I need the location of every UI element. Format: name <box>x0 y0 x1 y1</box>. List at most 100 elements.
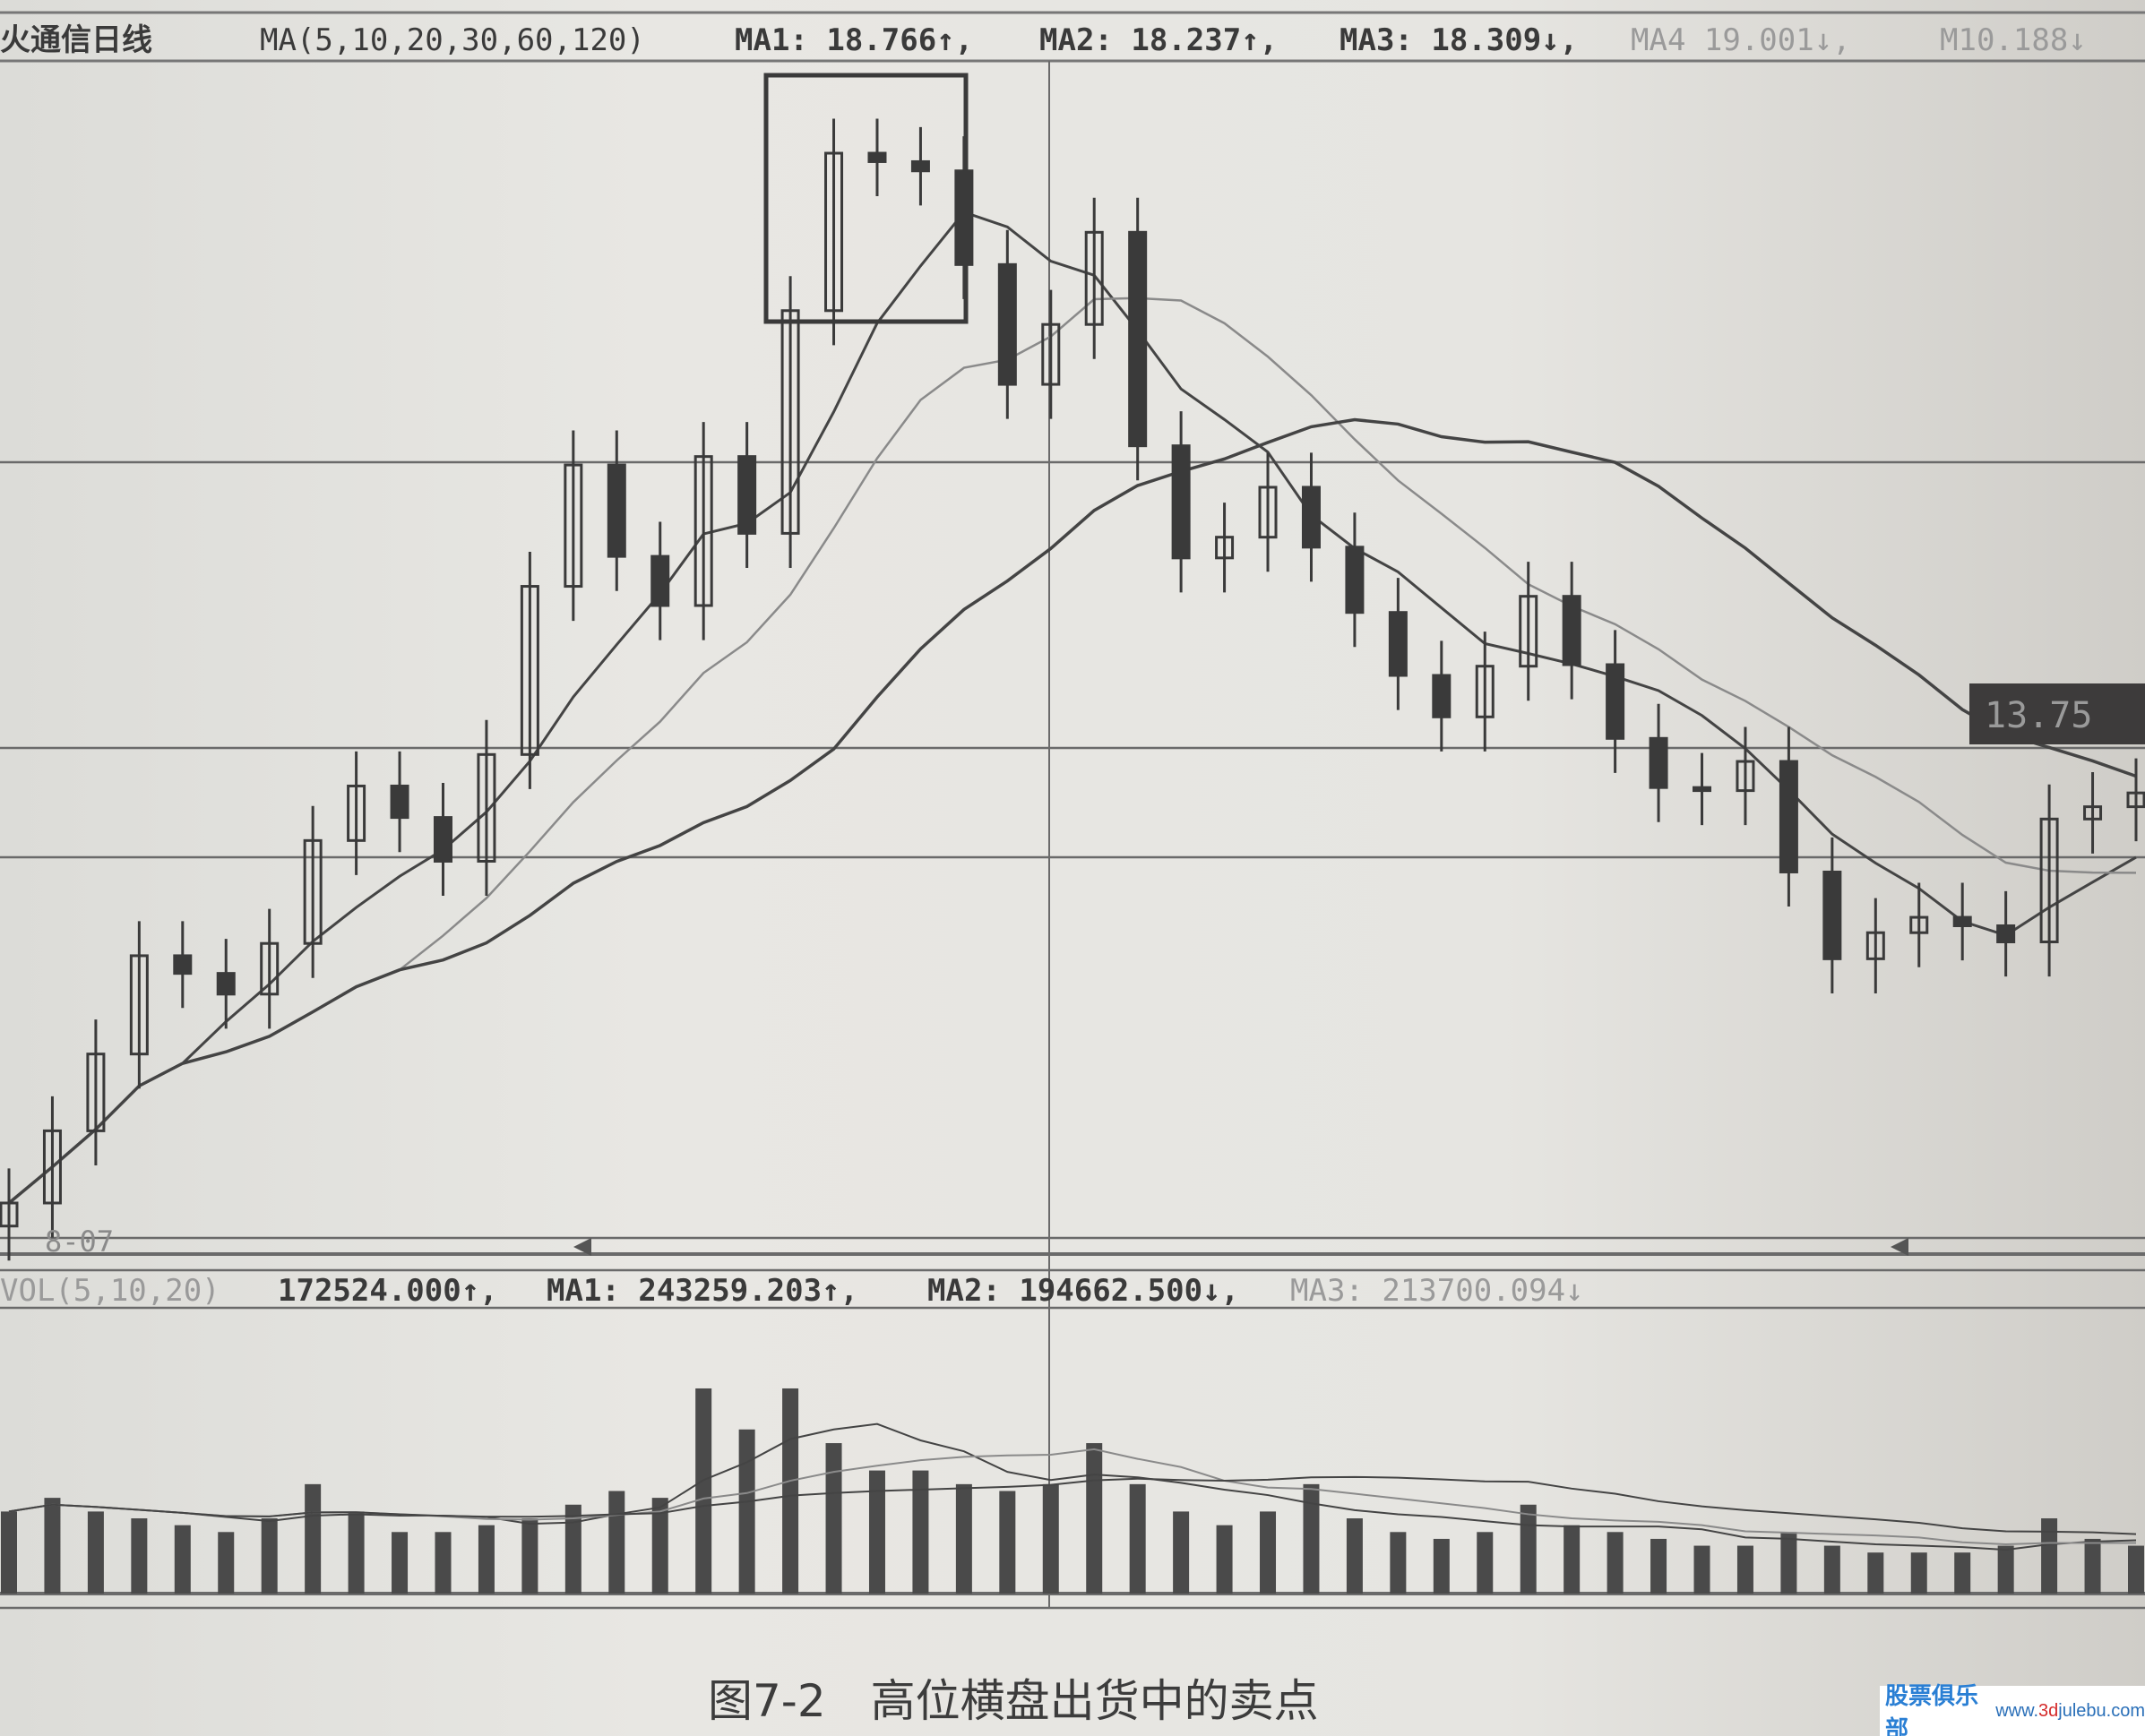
candle-body <box>1084 230 1104 326</box>
vol-ma5-line <box>8 1422 2137 1551</box>
ma1-value: MA1: 18.766↑, <box>735 22 973 58</box>
volume-ma-lines <box>8 1422 2137 1551</box>
volume-bar <box>1303 1483 1320 1594</box>
highlight-box <box>763 73 969 324</box>
volume-bar <box>1520 1504 1537 1594</box>
candle-body <box>607 463 626 558</box>
candle-body <box>997 262 1017 386</box>
volume-bar <box>1216 1525 1233 1594</box>
volume-bar <box>1390 1532 1407 1594</box>
volume-bar <box>608 1491 625 1594</box>
scroll-left-arrow-icon[interactable] <box>573 1238 591 1256</box>
volume-bar <box>1693 1545 1710 1594</box>
candle-body <box>650 554 670 607</box>
candle-body <box>216 972 236 996</box>
volume-bar <box>1910 1552 1927 1594</box>
candle-body <box>2039 817 2059 943</box>
candle-body <box>303 838 323 945</box>
figure-caption: 图7-2 高位横盘出货中的卖点 <box>708 1675 1319 1727</box>
candle-body <box>564 463 583 589</box>
volume-bar <box>1433 1538 1450 1594</box>
candle-body <box>1128 230 1148 448</box>
volume-bar <box>651 1498 668 1594</box>
candle-body <box>1996 924 2016 943</box>
candlesticks <box>0 118 2145 1261</box>
candle-body <box>0 1201 19 1228</box>
volume-bar <box>1346 1518 1363 1594</box>
volume-bar <box>478 1525 495 1594</box>
ma4-value: MA4 19.001↓, <box>1631 22 1851 58</box>
candle-body <box>867 151 887 163</box>
volume-ma3: MA3: 213700.094↓ <box>1290 1273 1584 1309</box>
volume-bar <box>1042 1483 1059 1594</box>
candle-body <box>433 816 452 863</box>
date-label: 8-07 <box>45 1225 114 1259</box>
volume-bar <box>2041 1518 2058 1594</box>
scroll-left-arrow-icon[interactable] <box>1891 1238 1908 1256</box>
volume-bar <box>1997 1545 2014 1594</box>
volume-bar <box>521 1518 538 1594</box>
candle-body <box>1952 915 1972 927</box>
ma5-line <box>8 211 2137 1205</box>
url-part: 3d <box>2038 1700 2059 1721</box>
price-grid <box>0 61 2145 1610</box>
candle-body <box>1779 760 1798 873</box>
volume-bar <box>825 1443 842 1594</box>
volume-bar <box>1607 1532 1624 1594</box>
candle-body <box>910 159 930 173</box>
volume-bar <box>392 1532 409 1594</box>
volume-bar <box>348 1511 365 1594</box>
volume-ma2: MA2: 194662.500↓, <box>927 1273 1239 1309</box>
candle-body <box>1301 486 1321 549</box>
price-label: 13.75 <box>1985 695 2092 736</box>
volume-bar <box>782 1388 799 1594</box>
volume-bar <box>999 1491 1016 1594</box>
volume-bar <box>1954 1552 1971 1594</box>
volume-bar <box>1129 1483 1146 1594</box>
ma5-value: M10.188↓ <box>1940 22 2087 58</box>
watermark-logo: 股票俱乐部 <box>1885 1682 1979 1736</box>
candle-body <box>1736 760 1755 793</box>
volume-bar <box>1736 1545 1753 1594</box>
candle-body <box>1258 486 1278 539</box>
ma10-line <box>8 296 2137 1204</box>
volume-value: 172524.000↑, <box>278 1273 498 1309</box>
candle-body <box>1432 674 1452 718</box>
candle-body <box>1562 595 1581 666</box>
candle-body <box>42 1129 62 1205</box>
volume-bar <box>305 1483 322 1594</box>
volume-bar <box>44 1498 61 1594</box>
volume-bar <box>174 1525 191 1594</box>
candle-body <box>780 309 800 535</box>
candle-body <box>520 585 539 756</box>
volume-params: VOL(5,10,20) <box>0 1273 220 1309</box>
candle-body <box>1865 931 1885 960</box>
candle-body <box>86 1053 106 1132</box>
candle-body <box>693 455 713 607</box>
candle-body <box>737 455 757 535</box>
watermark: 股票俱乐部 www.3djulebu.com <box>1880 1682 2145 1736</box>
volume-bar <box>2084 1538 2101 1594</box>
candle-body <box>1909 915 1929 934</box>
volume-bar <box>435 1532 452 1594</box>
candle-body <box>2126 791 2145 809</box>
volume-bars <box>1 1388 2144 1594</box>
volume-bar <box>1780 1532 1797 1594</box>
volume-bar <box>1564 1525 1581 1594</box>
volume-bar <box>1650 1538 1667 1594</box>
volume-bar <box>218 1532 235 1594</box>
volume-bar <box>738 1429 755 1594</box>
candle-body <box>1519 595 1538 668</box>
volume-bar <box>1086 1443 1103 1594</box>
volume-bar <box>1477 1532 1494 1594</box>
volume-ma1: MA1: 243259.203↑, <box>547 1273 858 1309</box>
watermark-url: www.3djulebu.com <box>1995 1701 2145 1722</box>
candle-body <box>260 941 280 996</box>
candle-body <box>1475 665 1495 718</box>
candle-body <box>1822 870 1842 960</box>
candle-body <box>1215 536 1235 560</box>
volume-bar <box>564 1504 581 1594</box>
volume-bar <box>1 1511 17 1594</box>
